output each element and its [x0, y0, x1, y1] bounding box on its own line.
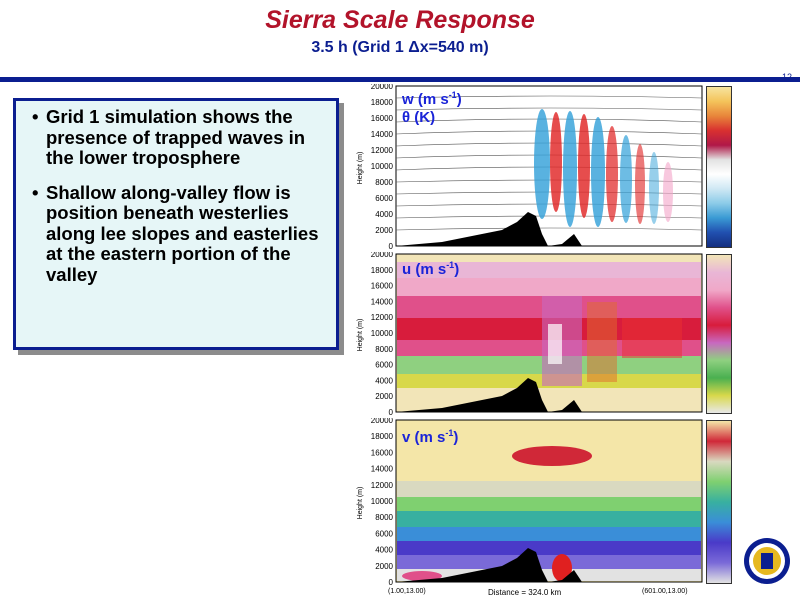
terrain: [396, 378, 702, 412]
y-tick-label: 8000: [375, 513, 393, 522]
terrain: [396, 212, 702, 246]
bullet-item: • Shallow along-valley flow is position …: [32, 181, 328, 286]
y-axis-label: Height (m): [357, 487, 364, 520]
w-theta-panel: Height (m) 20000 18000 16000 14000 12000 1000…: [352, 84, 738, 252]
y-tick-label: 14000: [371, 465, 394, 474]
y-tick-label: 10000: [371, 497, 394, 506]
title-divider: [0, 77, 800, 82]
y-tick-label: 18000: [371, 266, 394, 275]
y-tick-label: 20000: [371, 84, 394, 91]
y-axis-label: Height (m): [357, 319, 364, 352]
y-tick-label: 2000: [375, 226, 393, 235]
university-seal: [744, 538, 790, 584]
y-tick-label: 6000: [375, 529, 393, 538]
terrain: [396, 548, 702, 582]
bullet-item: • Grid 1 simulation shows the presence o…: [32, 106, 328, 169]
v-panel: Height (m) 20000 18000 16000 14000 12000 1000…: [352, 418, 738, 588]
y-tick-label: 14000: [371, 297, 394, 306]
u-colorbar: [706, 254, 732, 414]
y-tick-labels: 2000018000160001400012000100008000600040…: [371, 418, 394, 587]
y-tick-label: 8000: [375, 345, 393, 354]
footer-right-coord: (601.00,13.00): [642, 588, 688, 595]
panel-label: v (m s-1): [402, 428, 458, 446]
y-tick-label: 20000: [371, 252, 394, 259]
panel-label: u (m s-1): [402, 260, 459, 278]
v-wind-field: [397, 421, 701, 582]
bullet-text: Shallow along-valley flow is position be…: [46, 181, 319, 285]
y-tick-label: 12000: [371, 481, 394, 490]
y-tick-label: 2000: [375, 562, 393, 571]
theta-contours: [395, 95, 703, 231]
y-tick-label: 6000: [375, 194, 393, 203]
summary-box: • Grid 1 simulation shows the presence o…: [13, 98, 339, 350]
y-tick-label: 6000: [375, 361, 393, 370]
y-tick-labels: 2000018000160001400012000100008000600040…: [371, 84, 394, 251]
y-axis-label: Height (m): [357, 152, 364, 185]
y-tick-label: 4000: [375, 546, 393, 555]
y-tick-label: 16000: [371, 114, 394, 123]
y-tick-label: 8000: [375, 178, 393, 187]
w-wave-field: [534, 109, 673, 227]
footer-distance: Distance = 324.0 km: [488, 588, 562, 597]
slide-subtitle: 3.5 h (Grid 1 Δx=540 m): [311, 39, 489, 56]
y-tick-label: 18000: [371, 432, 394, 441]
y-tick-label: 18000: [371, 98, 394, 107]
u-plot: Height (m) 20000180001600014000120001000…: [357, 252, 703, 417]
panel-label-secondary: θ (K): [402, 109, 435, 126]
y-tick-label: 4000: [375, 376, 393, 385]
v-plot: Height (m) 20000180001600014000120001000…: [357, 418, 703, 587]
bullet-dot: •: [32, 106, 39, 127]
y-tick-label: 12000: [371, 146, 394, 155]
slide-title: Sierra Scale Response: [265, 6, 535, 34]
u-wind-field: [397, 262, 701, 410]
w-theta-plot: Height (m) 20000180001600014000120001000…: [357, 84, 703, 251]
y-tick-label: 0: [389, 242, 394, 251]
bullet-dot: •: [32, 181, 39, 203]
slide-number: 12: [781, 72, 792, 82]
bullet-text: Grid 1 simulation shows the presence of …: [46, 106, 306, 168]
y-tick-label: 0: [389, 408, 394, 417]
v-colorbar: [706, 420, 732, 584]
y-tick-label: 14000: [371, 130, 394, 139]
y-tick-label: 12000: [371, 313, 394, 322]
y-tick-label: 10000: [371, 162, 394, 171]
y-tick-label: 4000: [375, 210, 393, 219]
y-tick-label: 10000: [371, 329, 394, 338]
y-tick-labels: 2000018000160001400012000100008000600040…: [371, 252, 394, 417]
panel-label: w (m s-1): [401, 90, 462, 108]
y-tick-label: 16000: [371, 448, 394, 457]
y-tick-label: 16000: [371, 282, 394, 291]
y-tick-label: 20000: [371, 418, 394, 425]
w-colorbar: [706, 86, 732, 248]
y-tick-label: 2000: [375, 392, 393, 401]
u-panel: Height (m) 20000 18000 16000 14000 12000 1000…: [352, 252, 738, 418]
y-tick-label: 0: [389, 578, 394, 587]
footer-left-coord: (1.00,13.00): [388, 588, 426, 595]
